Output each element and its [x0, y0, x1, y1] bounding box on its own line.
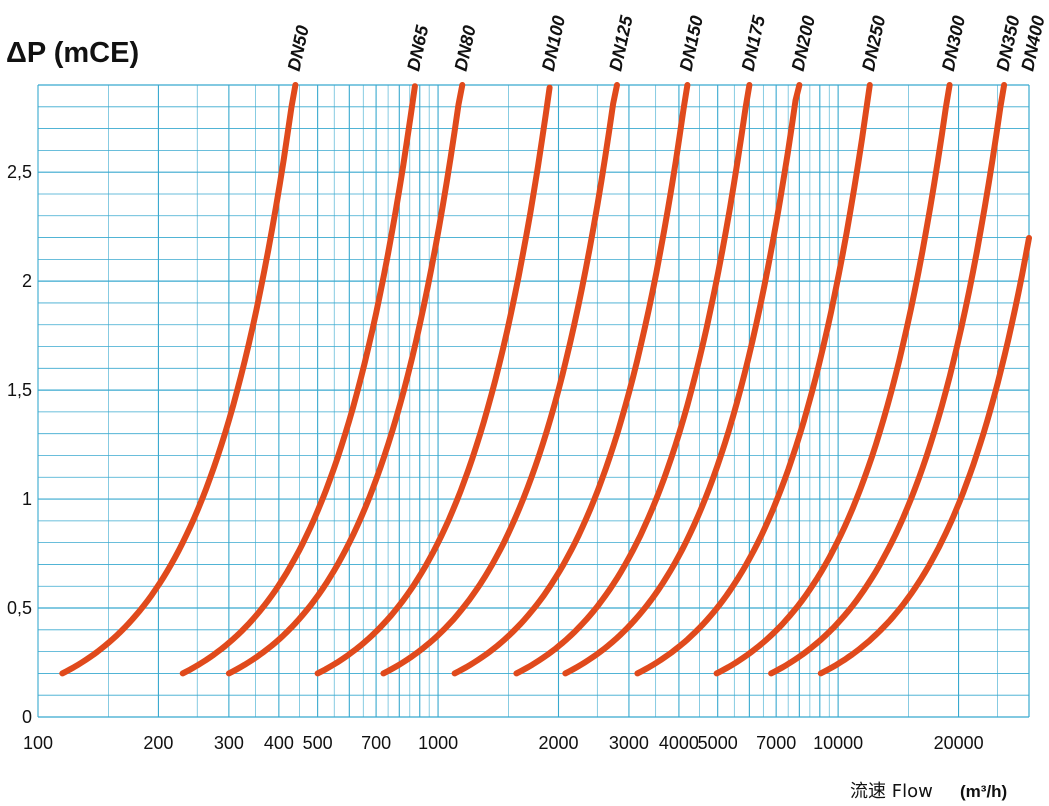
curve-dn150 — [451, 82, 691, 677]
curve-dn250 — [634, 82, 873, 677]
y-tick-label: 1 — [22, 489, 32, 509]
x-tick-label: 5000 — [698, 733, 738, 753]
y-axis-ticks: 0 0,5 1 1,5 2 2,5 — [7, 162, 32, 727]
grid — [37, 84, 1030, 718]
curves — [59, 82, 1032, 677]
series-label-dn80: DN80 — [451, 24, 480, 73]
y-axis-title: ΔP (mCE) — [6, 37, 139, 69]
x-tick-label: 100 — [23, 733, 53, 753]
x-axis-title: 流速 Flow — [850, 781, 933, 802]
series-label-dn50: DN50 — [284, 24, 313, 73]
series-label-dn125: DN125 — [605, 13, 636, 73]
y-tick-label: 0,5 — [7, 598, 32, 618]
curve-dn400 — [817, 235, 1032, 677]
series-label-dn200: DN200 — [788, 14, 819, 73]
y-tick-label: 2 — [22, 271, 32, 291]
series-labels: DN50 DN65 DN80 DN100 DN125 DN150 DN175 DN200 DN2… — [284, 13, 1049, 73]
x-tick-label: 400 — [264, 733, 294, 753]
x-tick-label: 500 — [303, 733, 333, 753]
x-tick-label: 700 — [361, 733, 391, 753]
y-tick-label: 0 — [22, 707, 32, 727]
x-tick-label: 7000 — [756, 733, 796, 753]
series-label-dn300: DN300 — [938, 14, 969, 73]
x-tick-label: 4000 — [659, 733, 699, 753]
series-label-dn175: DN175 — [738, 13, 769, 73]
curve-dn200 — [562, 82, 803, 677]
x-tick-label: 2000 — [538, 733, 578, 753]
series-label-dn100: DN100 — [538, 14, 569, 73]
curve-dn50 — [59, 82, 299, 677]
curve-dn350 — [768, 82, 1008, 677]
curve-dn175 — [513, 82, 753, 677]
y-tick-label: 2,5 — [7, 162, 32, 182]
x-tick-label: 10000 — [813, 733, 863, 753]
curve-dn100 — [314, 84, 553, 677]
series-label-dn65: DN65 — [403, 23, 432, 73]
curve-dn65 — [179, 83, 418, 677]
curve-dn125 — [380, 82, 620, 677]
x-tick-label: 300 — [214, 733, 244, 753]
curve-dn80 — [225, 82, 466, 677]
series-label-dn250: DN250 — [858, 14, 889, 73]
y-tick-label: 1,5 — [7, 380, 32, 400]
x-tick-label: 200 — [143, 733, 173, 753]
curve-dn300 — [713, 82, 953, 677]
x-tick-label: 1000 — [418, 733, 458, 753]
series-label-dn150: DN150 — [676, 14, 707, 73]
x-axis-unit: (m³/h) — [960, 782, 1007, 801]
x-tick-label: 3000 — [609, 733, 649, 753]
x-tick-label: 20000 — [934, 733, 984, 753]
